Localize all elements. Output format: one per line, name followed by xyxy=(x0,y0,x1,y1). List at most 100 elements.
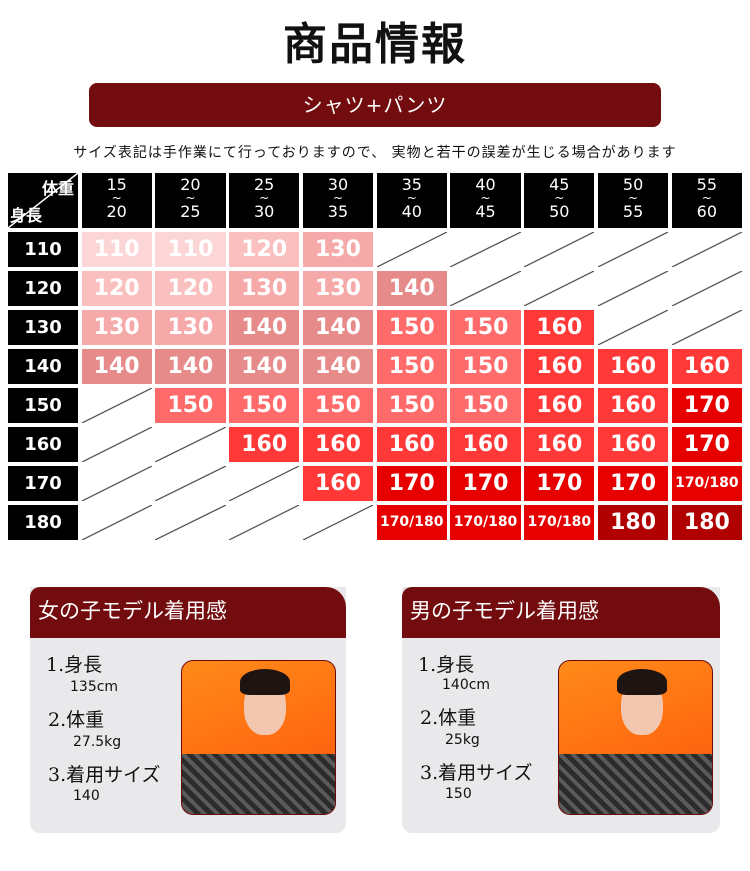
weight-bound: 20 xyxy=(106,202,127,221)
empty-cell xyxy=(376,231,447,267)
height-header: 120 xyxy=(8,270,78,306)
girl-model-panel: 女の子モデル着用感 1.身長 135cm 2.体重 27.5kg 3.着用サイズ… xyxy=(30,587,346,833)
size-cell: 120 xyxy=(155,270,226,306)
size-cell: 150 xyxy=(376,387,447,423)
size-cell: 170/180 xyxy=(376,504,447,540)
tilde: ~ xyxy=(701,191,712,205)
size-cell: 140 xyxy=(229,348,300,384)
weight-bound: 45 xyxy=(475,202,496,221)
size-note: サイズ表記は手作業にて行っておりますので、 実物と若干の誤差が生じる場合がありま… xyxy=(73,145,677,161)
size-cell: 130 xyxy=(81,309,152,345)
size-value: 140 xyxy=(73,788,100,804)
weight-bound: 35 xyxy=(401,175,422,194)
empty-cell xyxy=(302,504,374,540)
size-cell: 160 xyxy=(524,309,595,345)
weight-value: 25kg xyxy=(445,732,480,748)
size-cell: 160 xyxy=(376,426,447,462)
weight-header: 50 ~55 xyxy=(597,173,669,228)
tilde: ~ xyxy=(332,191,343,205)
height-header: 150 xyxy=(8,387,78,423)
empty-cell xyxy=(229,465,300,501)
empty-cell xyxy=(671,231,742,267)
tilde: ~ xyxy=(628,191,639,205)
size-cell: 130 xyxy=(155,309,226,345)
empty-cell xyxy=(81,504,152,540)
weight-bound: 50 xyxy=(622,175,644,194)
girl-model-photo xyxy=(181,660,336,815)
empty-cell xyxy=(524,270,595,306)
size-cell: 170/180 xyxy=(671,465,742,501)
size-cell: 110 xyxy=(81,231,152,267)
size-cell: 160 xyxy=(597,387,669,423)
size-table: 体重 身長 15 ~20 20 ~25 25 ~30 30 ~35 35 ~40 40 ~45 45 ~5… xyxy=(8,173,742,540)
weight-value: 27.5kg xyxy=(73,734,122,750)
size-label: 3.着用サイズ xyxy=(48,764,161,786)
size-cell: 150 xyxy=(450,309,521,345)
empty-cell xyxy=(81,426,152,462)
height-value: 135cm xyxy=(70,679,119,695)
size-cell: 140 xyxy=(155,348,226,384)
weight-bound: 40 xyxy=(401,202,422,221)
weight-header: 25 ~30 xyxy=(229,173,300,228)
size-cell: 170/180 xyxy=(450,504,521,540)
weight-bound: 60 xyxy=(696,202,718,221)
page-title: 商品情報 xyxy=(283,19,467,70)
size-cell: 150 xyxy=(155,387,226,423)
weight-bound: 35 xyxy=(327,202,349,221)
empty-cell xyxy=(155,465,226,501)
size-cell: 140 xyxy=(376,270,447,306)
corner-height-label: 身長 xyxy=(10,206,43,225)
tilde: ~ xyxy=(480,191,491,205)
height-header: 110 xyxy=(8,231,78,267)
empty-cell xyxy=(671,270,742,306)
size-cell: 170 xyxy=(450,465,521,501)
table-corner: 体重 身長 xyxy=(8,173,78,228)
size-cell: 120 xyxy=(229,231,300,267)
weight-header: 20 ~25 xyxy=(155,173,226,228)
empty-cell xyxy=(671,309,742,345)
weight-label: 2.体重 xyxy=(420,707,477,729)
size-cell: 180 xyxy=(597,504,669,540)
tilde: ~ xyxy=(185,191,196,205)
size-cell: 170 xyxy=(671,387,742,423)
tilde: ~ xyxy=(406,191,417,205)
size-cell: 140 xyxy=(302,309,374,345)
empty-cell xyxy=(597,270,669,306)
tilde: ~ xyxy=(259,191,270,205)
size-cell: 170 xyxy=(597,465,669,501)
weight-header: 30 ~35 xyxy=(302,173,374,228)
weight-bound: 25 xyxy=(254,175,275,194)
size-value: 150 xyxy=(445,786,472,802)
empty-cell xyxy=(155,504,226,540)
size-cell: 180 xyxy=(671,504,742,540)
size-cell: 130 xyxy=(302,231,374,267)
size-cell: 170/180 xyxy=(524,504,595,540)
girl-model-title: 女の子モデル着用感 xyxy=(30,587,346,638)
empty-cell xyxy=(450,231,521,267)
size-cell: 150 xyxy=(229,387,300,423)
empty-cell xyxy=(597,231,669,267)
size-cell: 160 xyxy=(450,426,521,462)
weight-bound: 45 xyxy=(549,175,570,194)
product-banner: シャツ+パンツ xyxy=(89,83,661,127)
weight-bound: 30 xyxy=(327,175,349,194)
weight-bound: 15 xyxy=(106,175,127,194)
size-cell: 110 xyxy=(155,231,226,267)
boy-model-panel: 男の子モデル着用感 1.身長 140cm 2.体重 25kg 3.着用サイズ 1… xyxy=(402,587,720,833)
empty-cell xyxy=(81,387,152,423)
weight-header: 40 ~45 xyxy=(450,173,521,228)
empty-cell xyxy=(229,504,300,540)
weight-bound: 55 xyxy=(696,175,718,194)
weight-bound: 50 xyxy=(549,202,570,221)
size-cell: 160 xyxy=(524,426,595,462)
size-label: 3.着用サイズ xyxy=(420,762,533,784)
size-cell: 160 xyxy=(524,387,595,423)
size-cell: 130 xyxy=(302,270,374,306)
size-cell: 160 xyxy=(597,426,669,462)
height-header: 160 xyxy=(8,426,78,462)
height-label: 1.身長 xyxy=(418,654,475,676)
size-cell: 140 xyxy=(229,309,300,345)
weight-header: 55 ~60 xyxy=(671,173,742,228)
height-header: 130 xyxy=(8,309,78,345)
empty-cell xyxy=(597,309,669,345)
